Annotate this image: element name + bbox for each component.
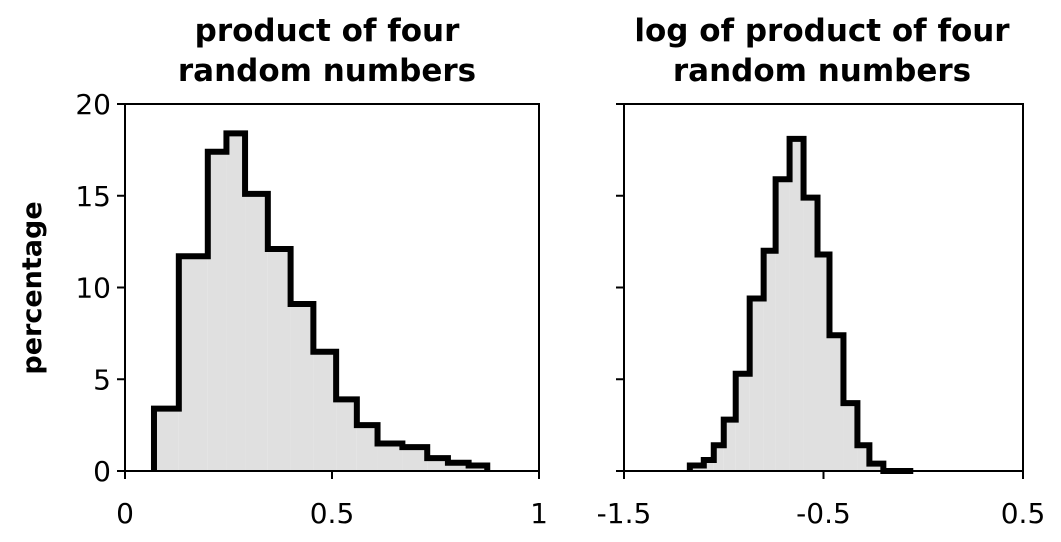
chart-log-product-xtick-label-2: 0.5 bbox=[1001, 497, 1046, 530]
chart-log-product-title-line-2: random numbers bbox=[673, 53, 971, 89]
chart-log-product-bar-5 bbox=[749, 298, 764, 471]
chart-product-bar-12 bbox=[427, 458, 448, 471]
chart-product-bar-9 bbox=[356, 425, 378, 471]
chart-product-title-line-2: random numbers bbox=[178, 53, 476, 89]
chart-product-ytick-label-2: 10 bbox=[75, 272, 111, 305]
chart-product-plot-area: 0 5 10 15 20 0 0.5 1 bbox=[75, 88, 548, 530]
chart-product-bar-5 bbox=[267, 248, 291, 471]
chart-log-product-plot-area: -1.5 -0.5 0.5 bbox=[597, 103, 1046, 530]
chart-log-product-title-line-1: log of product of four bbox=[634, 13, 1010, 49]
chart-product-ytick-label-4: 20 bbox=[75, 88, 111, 121]
chart-product-bar-0 bbox=[153, 408, 179, 471]
chart-log-product-bar-2 bbox=[713, 445, 724, 471]
chart-product-bar-10 bbox=[377, 443, 403, 471]
chart-log-product-xtick-label-1: -0.5 bbox=[796, 497, 851, 530]
chart-product-xtick-label-1: 0.5 bbox=[310, 497, 355, 530]
chart-product-ytick-label-1: 5 bbox=[93, 363, 111, 396]
chart-log-product-bar-10 bbox=[817, 254, 830, 471]
chart-log-product-bar-3 bbox=[723, 419, 736, 471]
chart-product-bar-4 bbox=[245, 193, 268, 472]
chart-product-bar-6 bbox=[290, 304, 314, 471]
chart-product-panel: product of four random numbers percentag… bbox=[17, 13, 548, 530]
chart-log-product-outline bbox=[686, 135, 914, 474]
chart-product-bar-8 bbox=[336, 399, 357, 471]
chart-product-ytick-label-3: 15 bbox=[75, 180, 111, 213]
chart-product-title-line-1: product of four bbox=[195, 13, 460, 49]
chart-log-product-bar-1 bbox=[703, 459, 714, 471]
chart-product-bar-2 bbox=[207, 151, 227, 471]
chart-product-bar-7 bbox=[313, 351, 337, 471]
chart-product-ytick-label-0: 0 bbox=[93, 455, 111, 488]
chart-log-product-bar-13 bbox=[857, 445, 870, 471]
chart-log-product-bar-7 bbox=[775, 179, 790, 472]
chart-log-product-bar-14 bbox=[869, 463, 884, 471]
chart-log-product-bar-11 bbox=[829, 335, 844, 471]
chart-product-bar-1 bbox=[178, 256, 208, 471]
chart-product-bar-3 bbox=[226, 133, 246, 472]
chart-log-product-xtick-label-0: -1.5 bbox=[597, 497, 652, 530]
chart-log-product-bar-9 bbox=[803, 197, 818, 471]
chart-product-outline bbox=[150, 130, 491, 471]
chart-log-product-bar-12 bbox=[843, 403, 858, 471]
chart-log-product-bar-8 bbox=[789, 138, 804, 472]
chart-product-xtick-label-0: 0 bbox=[116, 497, 134, 530]
chart-log-product-panel: log of product of four random numbers -1… bbox=[597, 13, 1046, 530]
chart-product-xtick-label-2: 1 bbox=[530, 497, 548, 530]
chart-log-product-bar-4 bbox=[735, 373, 750, 471]
chart-product-ylabel: percentage bbox=[17, 201, 48, 374]
chart-product-bar-11 bbox=[402, 447, 428, 471]
chart-log-product-bar-6 bbox=[763, 250, 776, 471]
chart-product-bar-13 bbox=[447, 462, 469, 471]
